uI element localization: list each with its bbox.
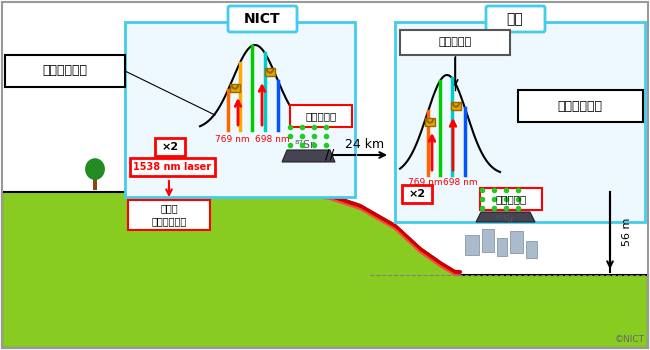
- Text: 光周波数コム: 光周波数コム: [42, 64, 88, 77]
- FancyBboxPatch shape: [486, 6, 545, 32]
- Ellipse shape: [136, 161, 154, 181]
- Bar: [526, 241, 537, 258]
- Text: //: //: [326, 148, 335, 162]
- Bar: [465, 235, 479, 255]
- Text: 769 nm: 769 nm: [408, 178, 442, 187]
- Bar: [248, 181, 252, 191]
- FancyBboxPatch shape: [228, 6, 297, 32]
- Bar: [451, 102, 461, 110]
- Ellipse shape: [85, 158, 105, 180]
- Bar: [193, 180, 197, 190]
- Bar: [290, 105, 352, 127]
- Ellipse shape: [186, 161, 204, 181]
- Bar: [143, 180, 147, 190]
- Text: 東大: 東大: [506, 12, 523, 26]
- Text: 光格子時計: 光格子時計: [495, 194, 526, 204]
- Text: 698 nm: 698 nm: [443, 178, 477, 187]
- Bar: [328, 188, 332, 196]
- Bar: [482, 229, 494, 252]
- Bar: [400, 30, 510, 55]
- Text: ©NICT: ©NICT: [615, 335, 645, 344]
- Bar: [518, 90, 643, 122]
- Polygon shape: [2, 192, 648, 348]
- Bar: [425, 118, 435, 126]
- Text: 光周波数コム: 光周波数コム: [558, 99, 603, 112]
- Bar: [497, 238, 507, 256]
- Text: 56 m: 56 m: [622, 218, 632, 246]
- Text: ×2: ×2: [408, 189, 426, 199]
- Ellipse shape: [241, 162, 259, 182]
- Text: 光格子時計: 光格子時計: [306, 111, 337, 121]
- Bar: [480, 188, 542, 210]
- Text: 769 nm: 769 nm: [214, 135, 250, 144]
- Bar: [265, 68, 275, 76]
- Text: ⁸⁷Sr: ⁸⁷Sr: [495, 215, 515, 225]
- Bar: [402, 185, 432, 203]
- Bar: [130, 158, 215, 176]
- Bar: [128, 200, 210, 230]
- Bar: [230, 84, 240, 92]
- Text: 光標準
伝送システム: 光標準 伝送システム: [151, 203, 187, 226]
- Bar: [395, 22, 645, 222]
- Polygon shape: [282, 150, 335, 162]
- Text: 698 nm: 698 nm: [255, 135, 289, 144]
- Bar: [125, 22, 355, 197]
- Text: ビート計測: ビート計測: [439, 37, 471, 47]
- Polygon shape: [476, 212, 535, 222]
- Text: ⁸⁷Sr: ⁸⁷Sr: [294, 140, 315, 150]
- Ellipse shape: [302, 168, 318, 185]
- Text: 24 km: 24 km: [345, 139, 385, 152]
- Text: 1538 nm laser: 1538 nm laser: [133, 162, 211, 172]
- Text: ×2: ×2: [161, 142, 179, 152]
- Bar: [93, 179, 98, 190]
- Bar: [510, 231, 523, 253]
- Bar: [155, 138, 185, 156]
- Text: NICT: NICT: [244, 12, 280, 26]
- Bar: [5, 55, 125, 87]
- Ellipse shape: [322, 172, 337, 188]
- Bar: [308, 184, 312, 193]
